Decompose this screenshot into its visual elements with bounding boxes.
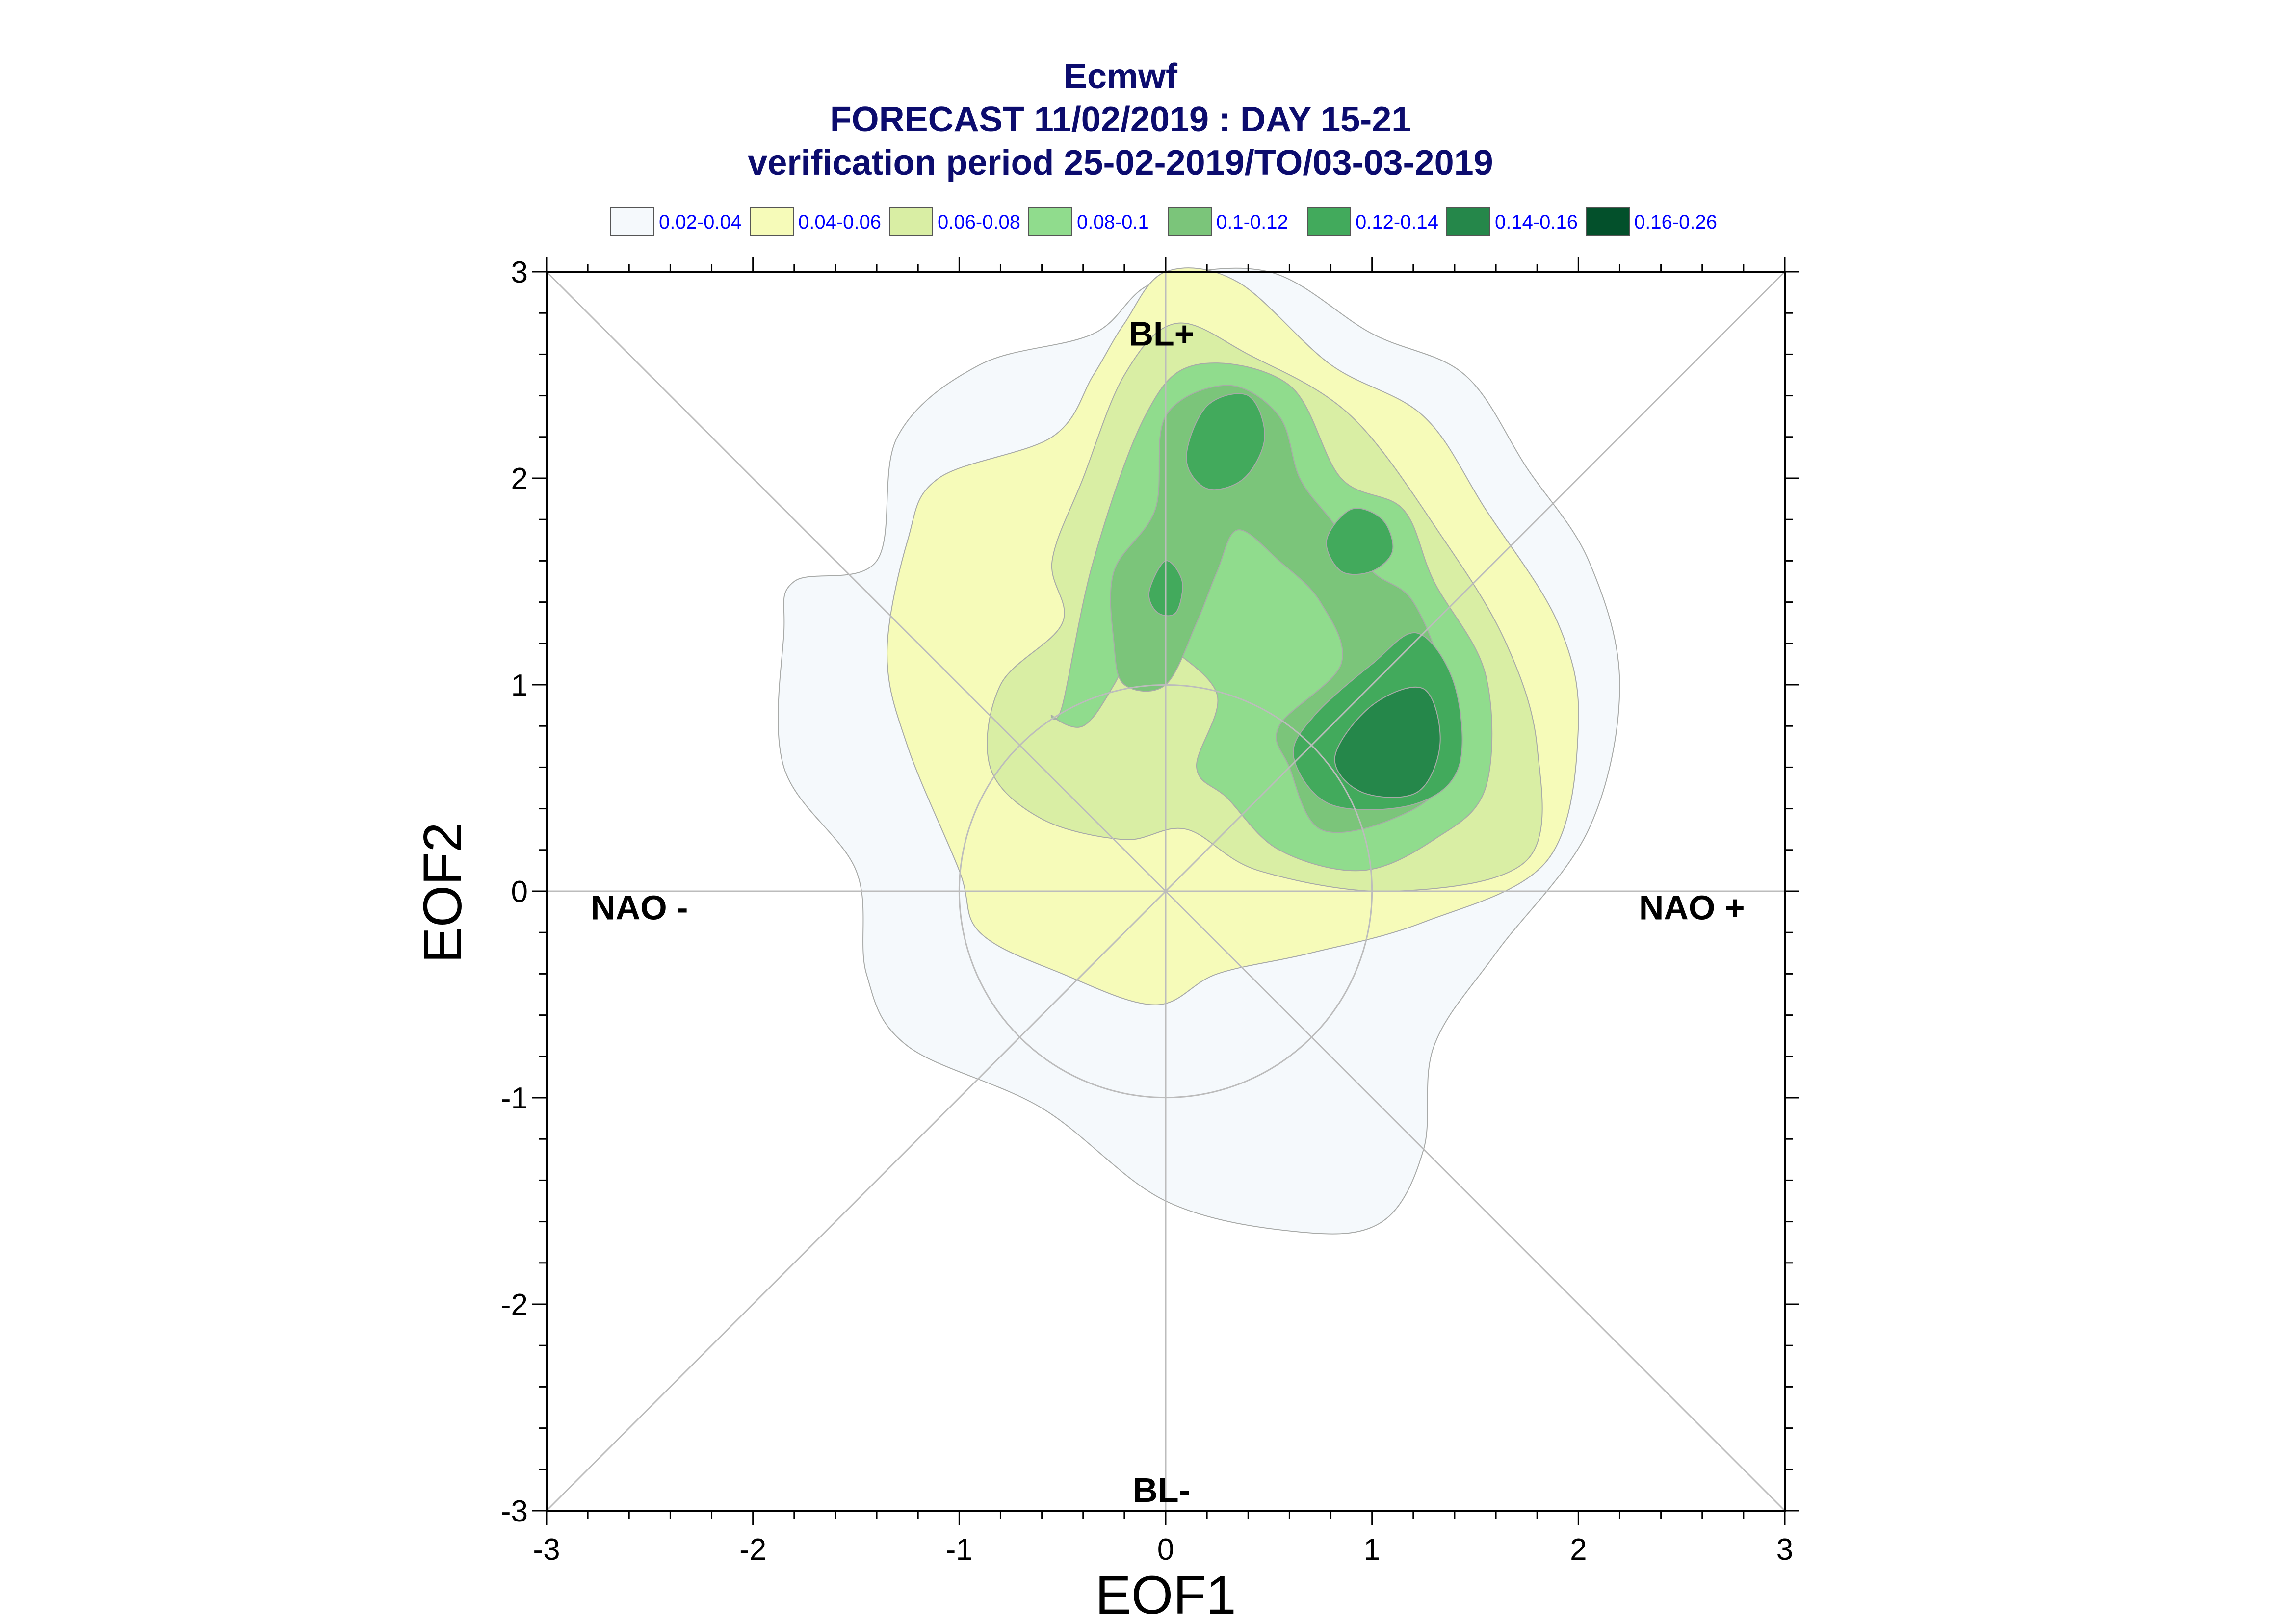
title-line-3: verification period 25-02-2019/TO/03-03-…	[748, 143, 1493, 182]
contour-0.14-0.16-9	[1334, 686, 1441, 798]
plot-area: -3 -2 -1 0 1 2 3 -3 -2 -1 0 1 2 3 BL+ BL- NAO - NAO +	[501, 256, 1799, 1567]
legend-label: 0.04-0.06	[798, 211, 881, 233]
legend-swatch	[889, 207, 933, 236]
contour-0.12-0.14-6	[1326, 508, 1394, 575]
regime-label-nao: NAO -	[591, 889, 688, 927]
regime-label-bl: BL+	[1128, 314, 1194, 353]
title-line-2: FORECAST 11/02/2019 : DAY 15-21	[830, 100, 1411, 139]
legend-swatch	[610, 207, 654, 236]
y-tick-label: -3	[501, 1495, 528, 1528]
legend-swatch	[1168, 207, 1212, 236]
legend-label: 0.1-0.12	[1216, 211, 1288, 233]
x-tick-label: 2	[1570, 1533, 1587, 1567]
y-tick-label: 3	[511, 256, 528, 289]
legend-swatch	[1446, 207, 1490, 236]
y-tick-label: 1	[511, 669, 528, 702]
legend-label: 0.06-0.08	[938, 211, 1020, 233]
x-tick-label: -2	[739, 1533, 766, 1567]
legend-label: 0.16-0.26	[1634, 211, 1717, 233]
x-axis-title: EOF1	[1095, 1565, 1236, 1624]
reference-lines	[546, 271, 1786, 1512]
legend: 0.02-0.04 0.04-0.06 0.06-0.08 0.08-0.1 0.1-0…	[610, 207, 1717, 236]
legend-swatch	[1307, 207, 1351, 236]
legend-label: 0.02-0.04	[659, 211, 742, 233]
regime-label-nao: NAO +	[1639, 889, 1745, 927]
axis-ticks: -3 -2 -1 0 1 2 3 -3 -2 -1 0 1 2 3	[501, 256, 1799, 1567]
x-tick-label: 3	[1776, 1533, 1793, 1567]
regime-label-bl: BL-	[1133, 1471, 1190, 1509]
legend-swatch	[750, 207, 794, 236]
contour-0.12-0.14-5	[1186, 393, 1265, 490]
legend-label: 0.14-0.16	[1495, 211, 1578, 233]
x-tick-label: 0	[1157, 1533, 1174, 1567]
regime-labels: BL+ BL- NAO - NAO +	[591, 314, 1745, 1509]
y-tick-label: 0	[511, 875, 528, 909]
chart-title: Ecmwf FORECAST 11/02/2019 : DAY 15-21 ve…	[748, 57, 1493, 182]
legend-swatch	[1028, 207, 1072, 236]
legend-label: 0.08-0.1	[1077, 211, 1149, 233]
y-tick-label: 2	[511, 462, 528, 496]
density-contours	[778, 267, 1620, 1235]
y-tick-label: -2	[501, 1288, 528, 1322]
x-tick-label: -3	[533, 1533, 560, 1567]
title-line-1: Ecmwf	[1064, 57, 1178, 96]
y-axis-title: EOF2	[413, 822, 473, 963]
y-tick-label: -1	[501, 1082, 528, 1115]
unit-reference-circle	[958, 684, 1373, 1099]
x-tick-label: -1	[946, 1533, 973, 1567]
legend-swatch	[1586, 207, 1630, 236]
legend-label: 0.12-0.14	[1356, 211, 1438, 233]
x-tick-label: 1	[1363, 1533, 1380, 1567]
